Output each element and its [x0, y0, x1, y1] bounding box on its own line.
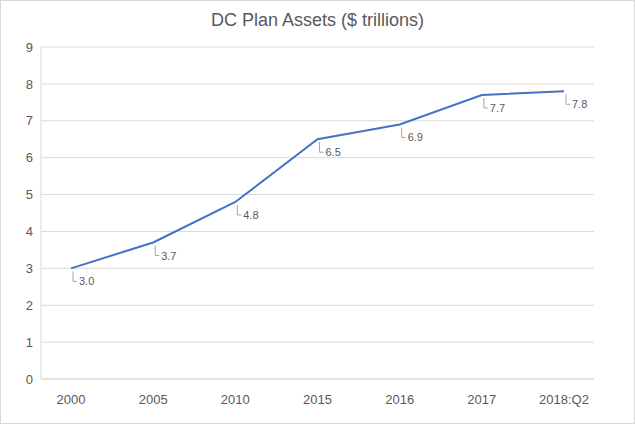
svg-text:2010: 2010	[221, 392, 250, 407]
svg-text:7.8: 7.8	[572, 98, 587, 110]
svg-text:1: 1	[26, 335, 33, 350]
svg-text:3.0: 3.0	[79, 275, 94, 287]
svg-text:2016: 2016	[385, 392, 414, 407]
svg-text:2000: 2000	[57, 392, 86, 407]
svg-text:7: 7	[26, 113, 33, 128]
svg-text:8: 8	[26, 77, 33, 92]
svg-text:2005: 2005	[139, 392, 168, 407]
svg-text:2015: 2015	[303, 392, 332, 407]
svg-text:6.5: 6.5	[326, 146, 341, 158]
svg-text:2: 2	[26, 298, 33, 313]
svg-text:7.7: 7.7	[490, 102, 505, 114]
svg-text:2017: 2017	[467, 392, 496, 407]
svg-text:4.8: 4.8	[243, 209, 258, 221]
svg-text:2018:Q2: 2018:Q2	[539, 392, 589, 407]
svg-text:5: 5	[26, 187, 33, 202]
svg-text:6.9: 6.9	[408, 131, 423, 143]
svg-text:4: 4	[26, 224, 33, 239]
svg-text:3.7: 3.7	[161, 250, 176, 262]
html-text:DC Plan Assets ($ trillions): DC Plan Assets ($ trillions)	[211, 10, 424, 30]
svg-text:6: 6	[26, 150, 33, 165]
svg-text:0: 0	[26, 372, 33, 387]
svg-text:9: 9	[26, 40, 33, 55]
svg-text:3: 3	[26, 261, 33, 276]
